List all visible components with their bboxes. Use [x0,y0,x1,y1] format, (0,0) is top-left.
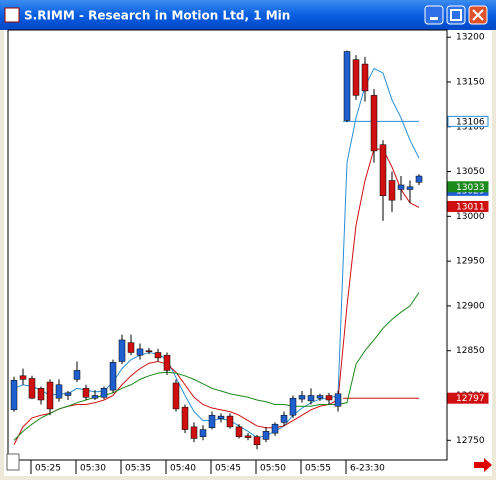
candle-body [82,388,90,398]
maximize-button[interactable] [446,5,466,25]
price-label-box [447,200,489,212]
candle-body [262,431,270,440]
y-tick-label: 13100 [456,122,485,132]
minimize-icon [430,17,438,20]
x-tick-label: 05:55 [305,464,331,474]
app-icon [4,7,20,23]
candle-body [118,339,126,362]
window-title: S.RIMM - Research in Motion Ltd, 1 Min [24,9,290,23]
candle-body [334,393,342,407]
candle-body [181,406,189,430]
candle-body [136,348,144,356]
plot-area [7,29,448,461]
candle-body [352,59,360,96]
candle-body [415,175,423,183]
y-tick-label: 12750 [456,436,485,446]
candle-body [91,395,99,399]
candle-body [289,397,297,416]
candle-body [253,436,261,446]
candle-body [280,414,288,423]
y-tick-label: 13150 [456,77,485,87]
candle-body [10,380,18,411]
candle-body [37,388,45,401]
price-label: 13106 [456,117,485,127]
x-tick-label: 05:45 [215,464,241,474]
candle-body [379,144,387,196]
title-bar [0,0,496,30]
moving-average [13,148,420,445]
candle-body [226,415,234,428]
candle-body [271,423,279,434]
candle-body [397,184,405,190]
candle-body [235,426,243,437]
candle-body [55,384,63,399]
candle-body [145,350,153,352]
candle-body [343,51,351,121]
minimize-button[interactable] [424,5,444,25]
candle-body [406,186,414,190]
candle-body [28,378,36,399]
x-tick-label: 05:50 [260,464,286,474]
candle-body [316,395,324,399]
candle-body [163,354,171,371]
x-tick-label: 05:25 [35,464,61,474]
x-tick-label: 6-23:30 [350,464,385,474]
price-label: 13033 [456,183,485,193]
candle-body [19,375,27,380]
y-tick-label: 12850 [456,346,485,356]
y-tick-label: 13050 [456,167,485,177]
candle-body [370,95,378,152]
price-label: 12797 [456,394,485,404]
maximize-icon [450,9,462,21]
scroll-box[interactable] [6,453,20,471]
y-tick-label: 13000 [456,212,485,222]
moving-average [13,292,420,441]
candle-body [46,381,54,410]
candle-body [109,362,117,391]
x-tick-label: 05:30 [80,464,106,474]
candle-body [172,382,180,410]
candle-body [154,352,162,359]
moving-average [13,67,420,439]
candle-body [388,180,396,201]
candle-body [64,392,72,396]
close-icon [472,9,484,21]
price-label-box [447,181,489,193]
y-tick-label: 12900 [456,301,485,311]
candle-body [325,395,333,401]
candle-body [307,395,315,402]
candle-body [100,388,108,398]
window-buttons [424,5,488,25]
candle-body [73,370,81,380]
x-tick-label: 05:35 [125,464,151,474]
price-label-box [447,115,489,127]
candle-body [199,429,207,437]
candle-body [127,342,135,353]
x-tick-label: 05:40 [170,464,196,474]
y-tick-label: 13200 [456,33,485,43]
candle-body [190,426,198,439]
candle-body [298,395,306,400]
scroll-arrow[interactable] [474,458,492,472]
candle-body [244,435,252,438]
price-label: 13011 [456,202,485,212]
y-tick-label: 12950 [456,257,485,267]
price-label-box [447,392,489,404]
candle-body [217,415,225,420]
candle-body [208,414,216,429]
candle-body [361,63,369,92]
